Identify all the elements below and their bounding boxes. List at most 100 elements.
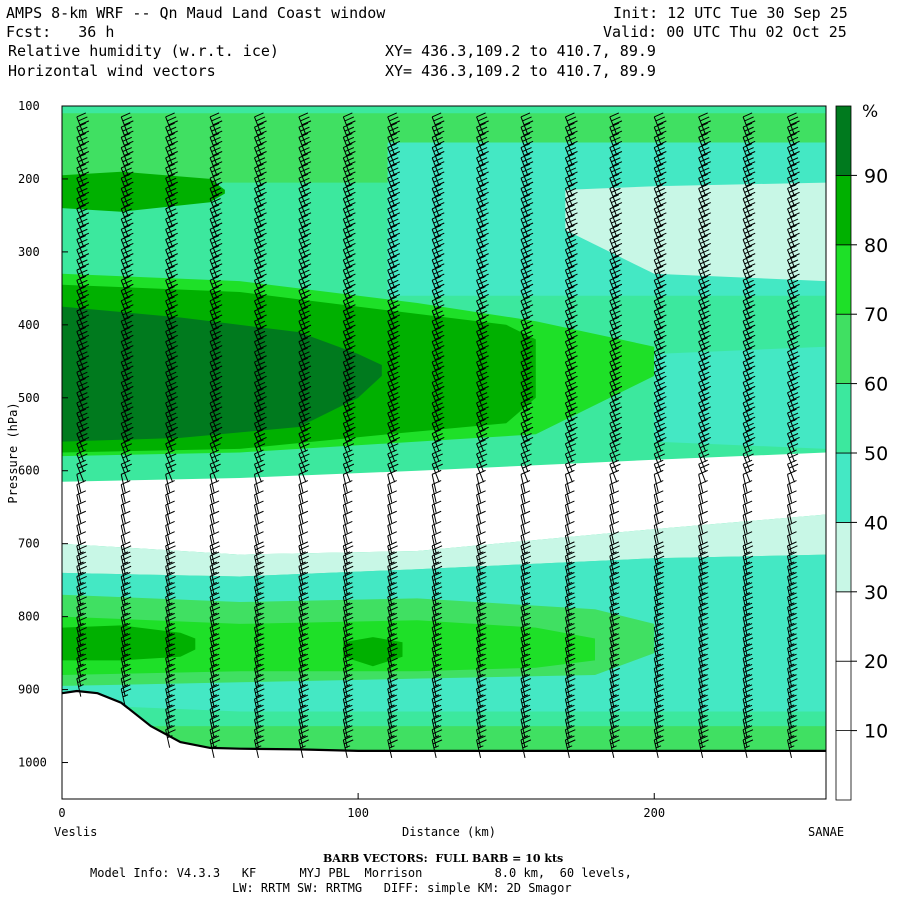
wind-barb <box>342 735 354 759</box>
wind-barb <box>431 388 445 411</box>
wind-barb <box>76 245 90 268</box>
colorbar-tick-label: 10 <box>864 721 888 743</box>
colorbar-segment <box>835 660 852 732</box>
x-tick-label: 200 <box>643 806 665 820</box>
wind-barb <box>609 357 623 381</box>
wind-barb <box>431 367 445 391</box>
wind-barb <box>698 163 711 187</box>
below-ground <box>62 691 826 799</box>
wind-barb <box>254 194 267 217</box>
model-info: Model Info: V4.3.3 KF MYJ PBL Morrison 8… <box>90 866 632 880</box>
wind-barb <box>431 245 445 268</box>
colorbar-tick-label: 70 <box>864 304 888 326</box>
wind-barb <box>298 112 312 136</box>
colorbar-tick-label: 90 <box>864 165 888 187</box>
wind-barb <box>520 612 532 636</box>
wind-barb <box>787 735 798 759</box>
wind-barb <box>653 715 665 738</box>
y-axis-label: Pressure (hPa) <box>6 402 20 503</box>
wind-barb <box>76 183 90 207</box>
xy-range-wind: XY= 436.3,109.2 to 410.7, 89.9 <box>385 62 656 80</box>
wind-barb <box>254 378 267 401</box>
wind-barb <box>787 561 798 585</box>
wind-barb <box>698 612 709 636</box>
wind-barb <box>387 112 401 136</box>
wind-barb <box>742 275 756 299</box>
wind-barb <box>209 132 223 156</box>
wind-barb <box>609 735 620 759</box>
wind-barb <box>476 378 489 401</box>
colorbar-segment <box>835 383 852 454</box>
wind-barb <box>520 572 532 595</box>
colorbar-tick-label: 50 <box>864 443 888 465</box>
physics-info: LW: RRTM SW: RRTMG DIFF: simple KM: 2D S… <box>232 881 572 895</box>
wind-barb <box>564 684 576 707</box>
y-tick-label: 800 <box>18 610 40 624</box>
wind-barb <box>698 633 709 656</box>
colorbar-tick-label: 80 <box>864 235 888 257</box>
wind-barb <box>476 735 487 759</box>
rh-right-mid-40 <box>654 346 826 449</box>
wind-barb <box>342 408 356 432</box>
wind-barb <box>298 378 312 401</box>
wind-barb <box>742 357 756 381</box>
wind-barb <box>165 306 178 330</box>
wind-barb <box>165 143 178 166</box>
colorbar-segment <box>835 313 852 385</box>
colorbar-segment <box>835 105 852 176</box>
wind-barb <box>120 112 134 136</box>
colorbar-tick-label: 30 <box>864 582 888 604</box>
init-time: Init: 12 UTC Tue 30 Sep 25 <box>613 4 848 22</box>
colorbar-segment <box>835 174 852 246</box>
field-name-wind: Horizontal wind vectors <box>8 62 216 80</box>
wind-barb <box>120 551 132 575</box>
wind-barb <box>564 367 578 391</box>
rh-lower-80-left <box>62 625 196 661</box>
wind-barb <box>431 398 445 422</box>
wind-barb <box>476 572 487 595</box>
wind-barb <box>298 337 312 360</box>
wind-barb <box>387 153 401 176</box>
forecast-hour: Fcst: 36 h <box>6 23 115 41</box>
colorbar-tick-label: 20 <box>864 651 888 673</box>
wind-barb <box>209 255 223 279</box>
colorbar-segment <box>835 452 852 523</box>
wind-barb <box>387 326 401 350</box>
y-tick-label: 200 <box>18 172 40 186</box>
wind-barb <box>387 163 401 187</box>
wind-barb <box>520 245 534 268</box>
wind-barb <box>698 112 711 136</box>
barb-vector-note: BARB VECTORS: FULL BARB = 10 kts <box>323 852 564 865</box>
wind-barb <box>165 715 176 738</box>
x-tick-label: 0 <box>58 806 65 820</box>
y-tick-label: 300 <box>18 245 40 259</box>
chart-title: AMPS 8-km WRF -- Qn Maud Land Coast wind… <box>6 4 386 22</box>
wind-barb <box>431 735 443 759</box>
wind-barb <box>742 674 754 697</box>
wind-barb <box>653 418 667 442</box>
rh-upper-right-30 <box>565 182 826 282</box>
wind-barb <box>342 643 354 667</box>
y-tick-label: 900 <box>18 683 40 697</box>
wind-barb <box>476 725 487 748</box>
rh-upper-left-80 <box>62 171 225 212</box>
colorbar-segment <box>835 591 852 662</box>
wind-barb <box>209 408 223 432</box>
wind-barb <box>787 163 800 187</box>
wind-barb <box>742 663 754 687</box>
wind-barb <box>787 623 798 646</box>
wind-barb <box>342 163 356 187</box>
wind-barb <box>476 224 489 248</box>
wind-barb <box>609 286 623 309</box>
wind-barb <box>165 255 178 279</box>
wind-barb <box>742 316 756 340</box>
wind-barb <box>520 153 534 176</box>
wind-barb <box>742 224 756 248</box>
x-endpoint-right: SANAE <box>808 825 844 839</box>
wind-barb <box>698 235 711 258</box>
wind-barb <box>253 572 265 595</box>
wind-barb <box>387 429 401 452</box>
wind-barb <box>520 286 534 309</box>
wind-barb <box>298 418 312 442</box>
